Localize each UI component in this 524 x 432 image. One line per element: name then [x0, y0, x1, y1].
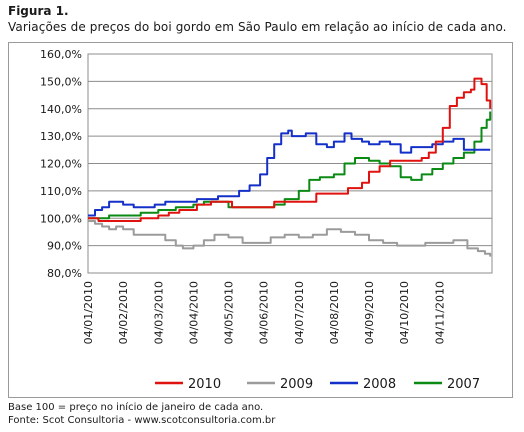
x-tick-label: 04/07/2010	[293, 281, 306, 344]
y-tick-label: 140,0%	[40, 103, 82, 116]
legend-label-2007: 2007	[447, 377, 480, 392]
y-tick-label: 120,0%	[40, 158, 82, 171]
x-tick-label: 04/11/2010	[433, 281, 446, 344]
x-tick-label: 04/03/2010	[152, 281, 165, 344]
legend-label-2010: 2010	[188, 377, 221, 392]
y-axis-tick-labels: 80,0% 90,0% 100,0% 110,0% 120,0% 130,0% 140,0%…	[40, 48, 82, 280]
x-tick-label: 04/01/2010	[82, 281, 95, 344]
x-tick-label: 04/04/2010	[187, 281, 200, 344]
series-lines	[88, 77, 492, 257]
y-tick-label: 90,0%	[47, 240, 82, 253]
x-tick-label: 04/09/2010	[363, 281, 376, 344]
x-tick-label: 04/08/2010	[328, 281, 341, 344]
x-tick-label: 04/10/2010	[398, 281, 411, 344]
x-tick-label: 04/06/2010	[258, 281, 271, 344]
y-tick-label: 100,0%	[40, 212, 82, 225]
legend-label-2008: 2008	[363, 377, 396, 392]
footnote-base: Base 100 = preço no início de janeiro de…	[8, 402, 264, 413]
series-line-2007	[88, 111, 492, 220]
y-tick-label: 80,0%	[47, 267, 82, 280]
y-tick-label: 110,0%	[40, 185, 82, 198]
plot-area-border	[87, 53, 493, 274]
y-tick-label: 160,0%	[40, 48, 82, 61]
footnote-source: Fonte: Scot Consultoria - www.scotconsul…	[8, 415, 276, 426]
legend: 2010 2009 2008 2007	[155, 377, 480, 392]
figure-subtitle: Variações de preços do boi gordo em São …	[8, 20, 507, 34]
series-line-2010	[88, 77, 492, 222]
x-axis-tick-labels: 04/01/2010 04/02/2010 04/03/2010 04/04/2010…	[82, 281, 446, 344]
grid-lines	[88, 80, 492, 247]
y-tick-label: 130,0%	[40, 130, 82, 143]
x-tick-label: 04/05/2010	[223, 281, 236, 344]
series-line-2009	[88, 220, 492, 257]
series-line-2008	[88, 129, 491, 217]
x-tick-label: 04/02/2010	[117, 281, 130, 344]
y-tick-label: 150,0%	[40, 75, 82, 88]
figure-title: Figura 1.	[8, 4, 69, 18]
legend-label-2009: 2009	[280, 377, 313, 392]
